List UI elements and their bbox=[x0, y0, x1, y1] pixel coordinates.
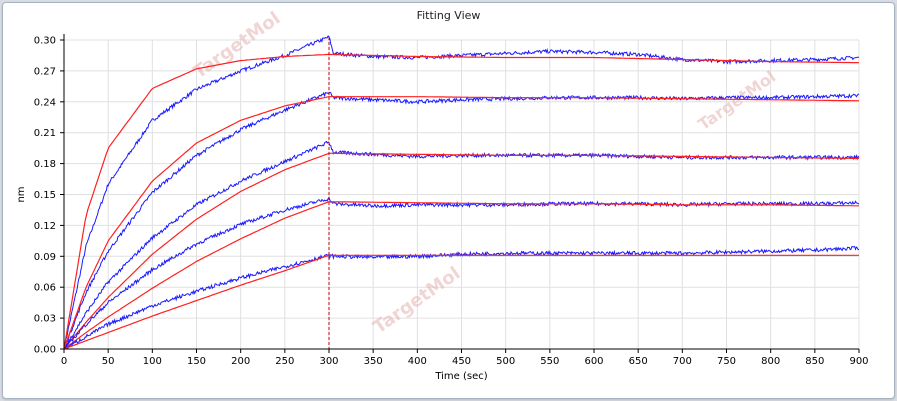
y-tick-label: 0.09 bbox=[34, 252, 56, 263]
fit-curve-3 bbox=[63, 152, 859, 350]
x-tick-label: 550 bbox=[540, 356, 559, 367]
x-tick-label: 450 bbox=[452, 356, 471, 367]
x-tick-label: 600 bbox=[584, 356, 603, 367]
y-tick-label: 0.27 bbox=[34, 66, 56, 77]
x-tick-label: 150 bbox=[187, 356, 206, 367]
y-tick-label: 0.30 bbox=[34, 36, 56, 47]
x-tick-label: 850 bbox=[805, 356, 824, 367]
x-tick-label: 200 bbox=[231, 356, 250, 367]
fit-curve-2 bbox=[63, 96, 860, 350]
x-tick-label: 400 bbox=[408, 356, 427, 367]
x-tick-label: 900 bbox=[849, 356, 868, 367]
y-tick-label: 0.03 bbox=[34, 314, 56, 325]
y-tick-label: 0.15 bbox=[34, 190, 56, 201]
x-tick-label: 700 bbox=[673, 356, 692, 367]
y-tick-label: 0.00 bbox=[34, 345, 56, 356]
fit-curve-1 bbox=[63, 53, 860, 350]
watermark-text: TargetMol bbox=[189, 8, 284, 83]
measured-curve-4 bbox=[63, 196, 860, 350]
measured-curve-1 bbox=[63, 35, 860, 350]
x-tick-label: 50 bbox=[102, 356, 115, 367]
chart-axes bbox=[60, 34, 860, 353]
measured-curve-5 bbox=[63, 245, 860, 350]
y-tick-label: 0.21 bbox=[34, 128, 56, 139]
y-tick-label: 0.12 bbox=[34, 221, 56, 232]
x-tick-label: 250 bbox=[275, 356, 294, 367]
x-tick-label: 350 bbox=[364, 356, 383, 367]
fit-curve-4 bbox=[63, 201, 859, 350]
y-tick-label: 0.06 bbox=[34, 283, 56, 294]
x-tick-label: 650 bbox=[629, 356, 648, 367]
window-title: Fitting View bbox=[416, 9, 481, 22]
measured-curve-2 bbox=[63, 91, 860, 350]
watermark-text: TargetMol bbox=[695, 67, 780, 134]
y-tick-label: 0.24 bbox=[34, 97, 56, 108]
x-tick-label: 800 bbox=[761, 356, 780, 367]
x-tick-label: 300 bbox=[319, 356, 338, 367]
x-tick-label: 0 bbox=[61, 356, 67, 367]
x-tick-label: 750 bbox=[717, 356, 736, 367]
series-layer bbox=[63, 35, 860, 350]
y-axis-label: nm bbox=[16, 186, 27, 202]
x-tick-label: 500 bbox=[496, 356, 515, 367]
fit-curve-5 bbox=[63, 254, 859, 350]
x-axis-label: Time (sec) bbox=[434, 371, 487, 382]
y-tick-label: 0.18 bbox=[34, 159, 56, 170]
x-tick-label: 100 bbox=[143, 356, 162, 367]
tick-labels: 0 50 100 150 200 250 300 350 400 450 500 550 600 650 7… bbox=[34, 36, 869, 368]
